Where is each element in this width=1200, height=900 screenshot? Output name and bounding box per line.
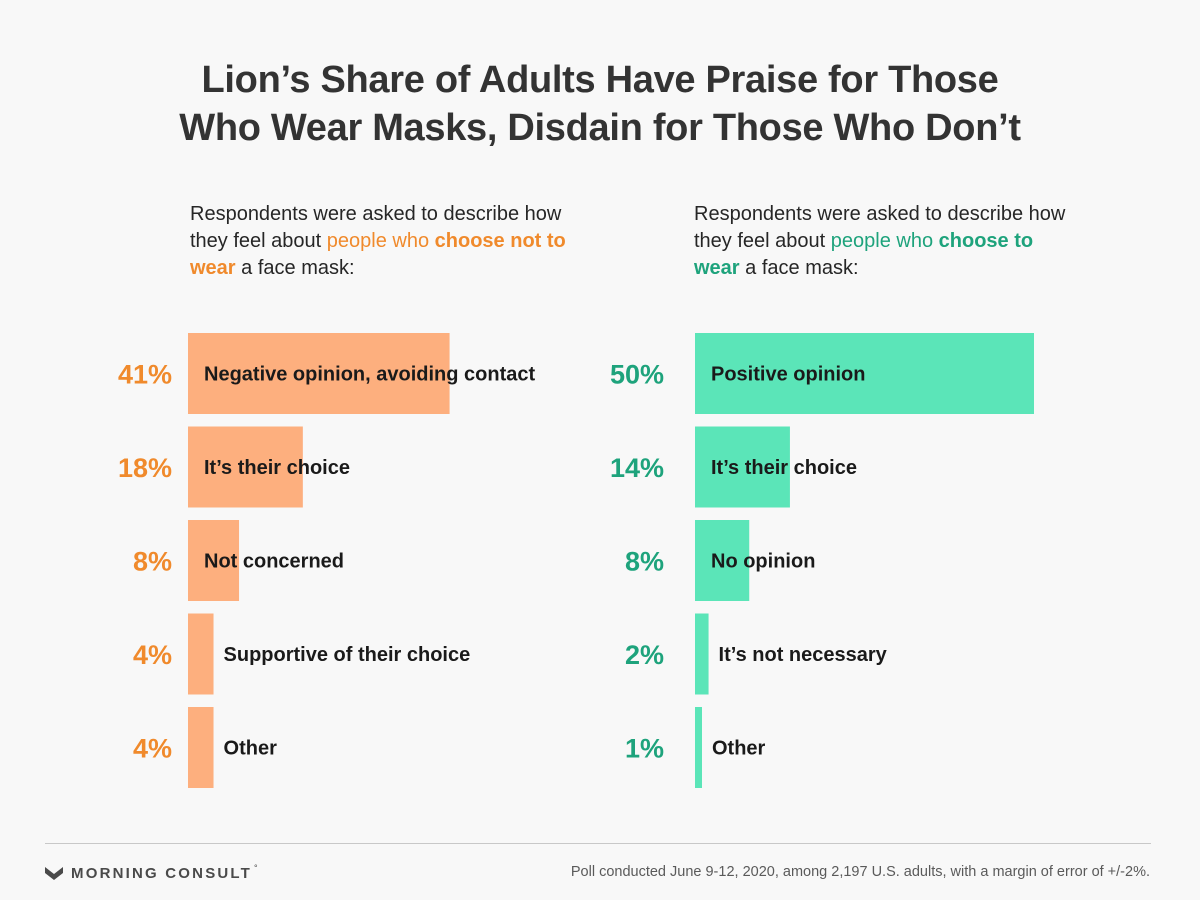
left-value-label-2: 8%	[133, 547, 172, 577]
chart-title-line-2: Who Wear Masks, Disdain for Those Who Do…	[179, 107, 1021, 149]
left-category-label-4: Other	[224, 738, 278, 760]
right-category-label-2: No opinion	[711, 551, 815, 573]
left-value-label-4: 4%	[133, 734, 172, 764]
right-bar-0	[695, 333, 1034, 414]
left-value-label-1: 18%	[118, 453, 172, 483]
left-bar-3	[188, 613, 214, 695]
poll-footnote: Poll conducted June 9-12, 2020, among 2,…	[570, 864, 1150, 880]
left-bar-4	[188, 707, 214, 788]
chart-title: Lion’s Share of Adults Have Praise for T…	[0, 56, 1200, 152]
right-subtitle-highlight-text: people who	[830, 230, 939, 252]
left-subtitle-text: Respondents were asked to describe how t…	[190, 203, 562, 252]
left-value-label-3: 4%	[133, 640, 172, 670]
right-subtitle-text: Respondents were asked to describe how t…	[694, 203, 1066, 252]
right-bar-3	[695, 613, 709, 695]
right-value-label-2: 8%	[625, 547, 664, 577]
right-category-label-3: It’s not necessary	[719, 644, 888, 666]
left-subtitle-highlight-bold: choose not to wear	[190, 230, 566, 279]
right-subtitle-highlight: people who choose to wear	[694, 230, 1033, 279]
right-bar-4	[695, 707, 702, 788]
logo-text: MORNING CONSULT	[71, 864, 253, 882]
left-bar-2	[188, 520, 240, 601]
left-panel-subtitle: Respondents were asked to describe how t…	[190, 201, 570, 282]
right-category-label-4: Other	[712, 738, 766, 760]
right-subtitle-end: a face mask:	[739, 257, 859, 279]
right-value-label-1: 14%	[610, 453, 664, 483]
left-category-label-0: Negative opinion, avoiding contact	[204, 364, 535, 386]
left-subtitle-end: a face mask:	[235, 257, 355, 279]
footer-divider	[45, 843, 1151, 844]
left-subtitle-highlight-text: people who	[326, 230, 435, 252]
left-bar-1	[188, 426, 303, 508]
right-category-label-1: It’s their choice	[711, 457, 857, 479]
right-bar-2	[695, 520, 750, 601]
left-category-label-3: Supportive of their choice	[224, 644, 471, 666]
morning-consult-mark-icon	[45, 867, 63, 880]
right-panel-subtitle: Respondents were asked to describe how t…	[694, 201, 1074, 282]
right-bar-1	[695, 426, 790, 508]
left-category-label-2: Not concerned	[204, 551, 344, 573]
left-bar-0	[188, 333, 450, 414]
logo-trademark: °	[254, 863, 258, 873]
left-category-label-1: It’s their choice	[204, 457, 350, 479]
right-value-label-0: 50%	[610, 360, 664, 390]
right-category-label-0: Positive opinion	[711, 364, 865, 386]
right-value-label-4: 1%	[625, 734, 664, 764]
chart-title-line-1: Lion’s Share of Adults Have Praise for T…	[201, 59, 999, 101]
left-value-label-0: 41%	[118, 360, 172, 390]
left-subtitle-highlight: people who choose not to wear	[190, 230, 566, 279]
right-subtitle-highlight-bold: choose to wear	[694, 230, 1034, 279]
morning-consult-logo: MORNING CONSULT °	[45, 861, 258, 885]
right-value-label-3: 2%	[625, 640, 664, 670]
